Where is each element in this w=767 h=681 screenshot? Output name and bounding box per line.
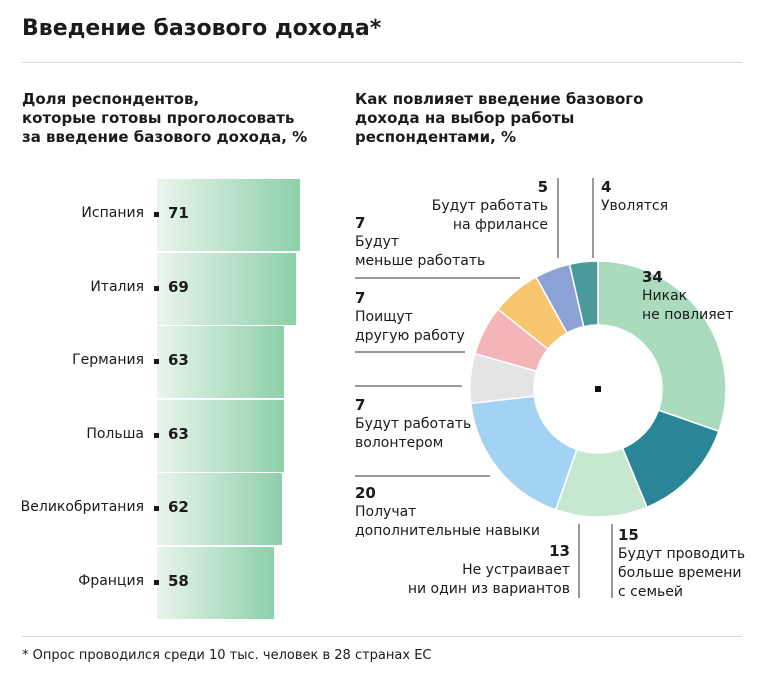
bar-3 [157,399,284,472]
donut-slice-text: Будут меньше работать [355,234,486,269]
donut-slice-text: Не устраивает ни один из вариантов [407,562,570,597]
footnote: * Опрос проводился среди 10 тыс. человек… [22,648,432,663]
bar-value-label: 71 [168,204,189,222]
donut-slice-text: Поищут другую работу [355,309,465,344]
donut-slice-value-label: 34 [642,268,663,286]
donut-slice-value-label: 13 [549,542,570,560]
bar-5 [157,547,274,619]
donut-slice-text: Будут работать волонтером [355,416,472,451]
donut-slice-text: Уволятся [601,198,668,214]
donut-slice-value-label: 4 [601,178,612,196]
donut-slice-value-label: 7 [355,396,366,414]
donut-slice-text: Будут проводить больше времени с семьей [618,546,746,600]
bar-value-label: 69 [168,277,189,296]
bar-category-label: Испания [81,205,144,221]
bar-chart-title: Доля респондентов, которые готовы прогол… [22,90,308,146]
donut-slice-value-label: 15 [618,526,639,544]
bar-value-label: 62 [168,498,189,517]
donut-annotation-8: 4 Уволятся [601,178,721,216]
donut-slice-value-label: 20 [355,484,376,502]
bar-category-label: Франция [78,573,144,589]
bar-category-label: Великобритания [20,499,144,516]
bar-marker-0 [154,212,159,217]
bar-marker-3 [154,432,159,438]
bar-4 [157,473,282,546]
bar-value-label: 63 [168,351,189,370]
page-title: Введение базового дохода* [22,16,382,41]
bar-marker-4 [154,506,159,512]
donut-annotation-0: 34 Никак не повлияет [642,268,762,325]
donut-slice-text: Будут работать на фрилансе [431,198,548,233]
donut-slice-value-label: 7 [355,289,366,307]
donut-center-marker [595,386,601,392]
top-divider [22,62,742,63]
bar-2 [157,326,284,399]
donut-annotation-6: 7 Будут меньше работать [355,214,515,271]
donut-annotation-7: 5 Будут работать на фрилансе [400,178,548,235]
donut-chart-title: Как повлияет введение базового дохода на… [355,90,644,146]
bottom-divider [22,636,742,637]
donut-annotation-3: 20 Получат дополнительные навыки [355,484,555,541]
donut-slice-8 [568,260,599,328]
bar-1 [157,252,296,325]
donut-annotation-4: 7 Будут работать волонтером [355,396,495,453]
bar-category-label: Германия [72,352,144,369]
donut-annotation-2: 13 Не устраивает ни один из вариантов [380,542,570,599]
bar-marker-1 [154,285,159,291]
donut-annotation-1: 15 Будут проводить больше времени с семье… [618,526,758,602]
donut-slice-0 [597,260,727,433]
donut-slice-text: Получат дополнительные навыки [355,504,540,539]
bar-0 [157,179,300,251]
bar-value-label: 63 [168,424,189,443]
donut-annotation-5: 7 Поищут другую работу [355,289,495,346]
donut-slice-text: Никак не повлияет [642,288,734,323]
bar-marker-5 [154,580,159,585]
donut-slice-value-label: 5 [537,178,548,196]
bar-value-label: 58 [168,572,189,590]
donut-slice-value-label: 7 [355,214,366,232]
bar-category-label: Польша [86,425,144,442]
donut-slice-3 [469,395,578,511]
bar-category-label: Италия [90,278,144,295]
bar-marker-2 [154,359,159,365]
